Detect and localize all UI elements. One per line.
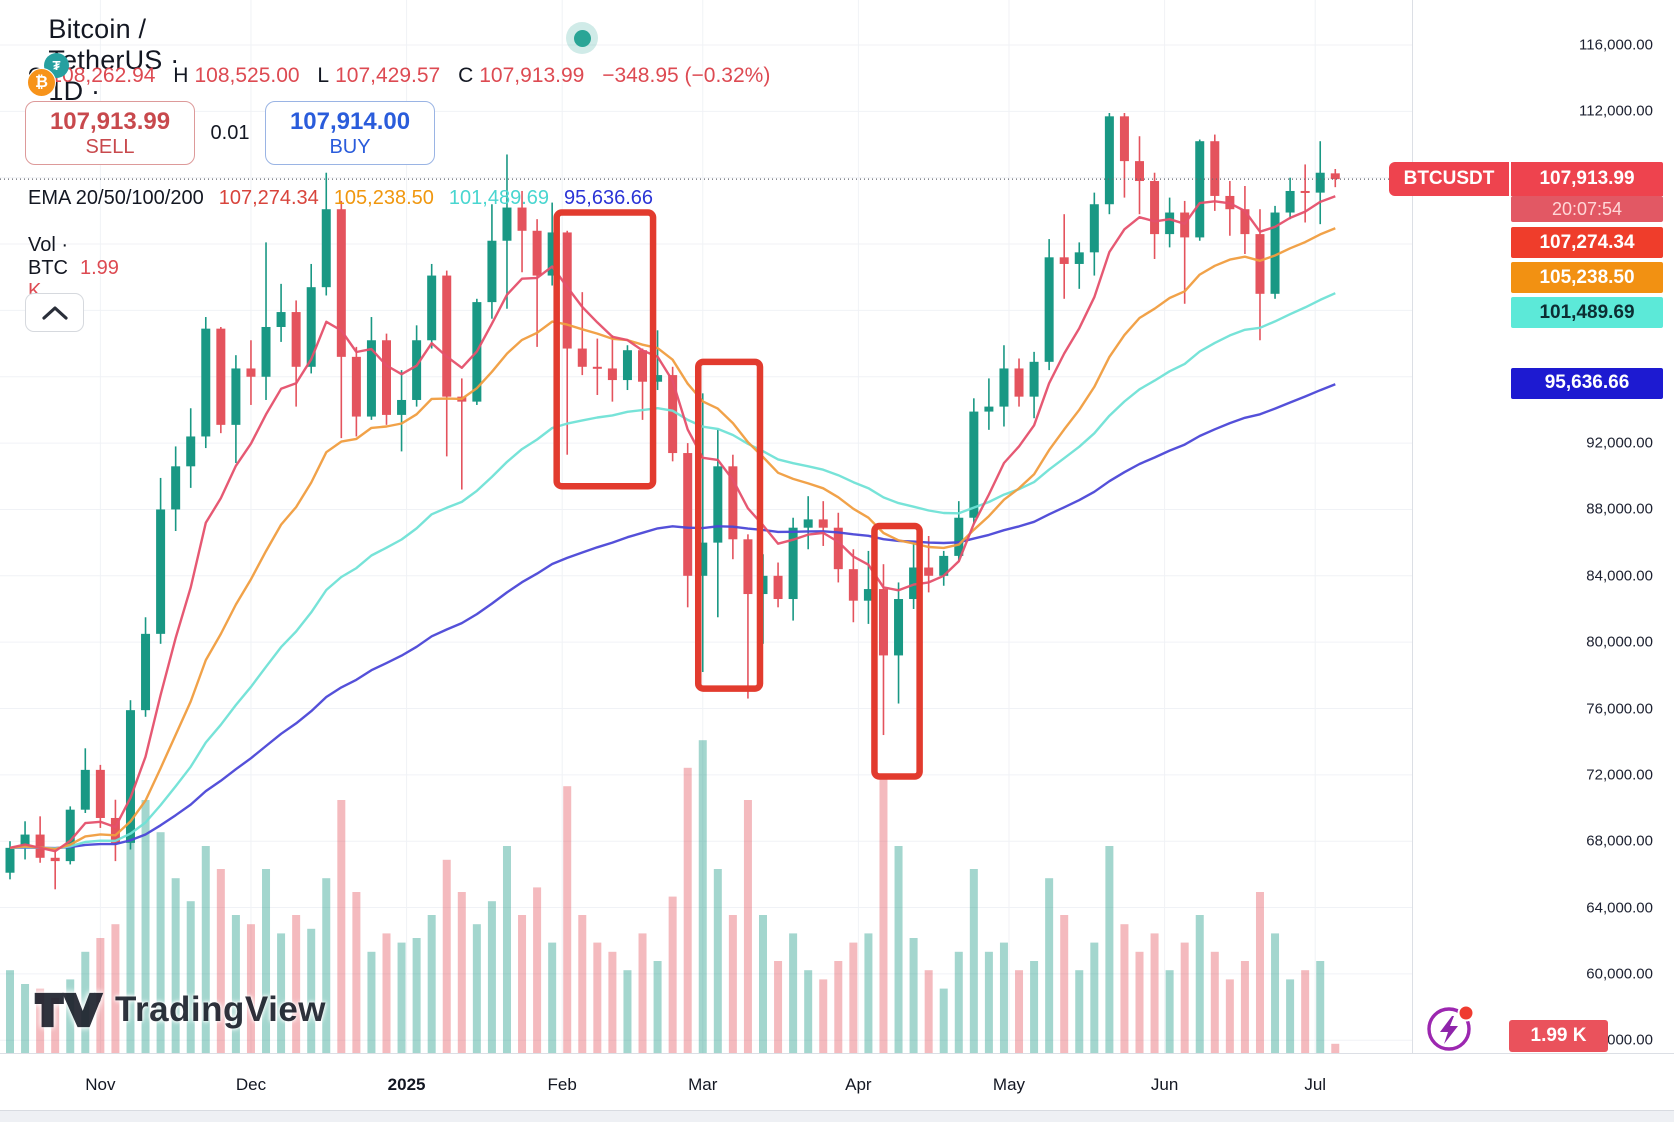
- price-scale[interactable]: 116,000.00112,000.00108,000.00104,000.00…: [1389, 0, 1674, 1053]
- volume-badge: 1.99 K: [1509, 1020, 1608, 1052]
- price-tick-label: 76,000.00: [1586, 700, 1653, 717]
- change-value: −348.95 (−0.32%): [602, 64, 771, 87]
- volume-bars: [6, 740, 1340, 1053]
- price-tick-label: 68,000.00: [1586, 832, 1653, 850]
- ema-20-line: [9, 195, 1336, 853]
- high-label: H 108,525.00: [173, 64, 300, 87]
- low-label: L 107,429.57: [317, 64, 441, 87]
- ema100-value: 101,489.69: [448, 187, 550, 209]
- price-tick-label: 64,000.00: [1586, 899, 1653, 917]
- time-tick-feb: Feb: [547, 1075, 577, 1094]
- time-tick-mar: Mar: [688, 1075, 718, 1094]
- price-tick-label: 116,000.00: [1579, 36, 1653, 54]
- candles: [5, 113, 1340, 890]
- buy-label: BUY: [329, 135, 371, 158]
- collapse-legend-button[interactable]: [25, 293, 84, 332]
- sell-button[interactable]: 107,913.99 SELL: [25, 101, 195, 165]
- price-tick-label: 80,000.00: [1586, 633, 1653, 651]
- ema-200-line: [9, 383, 1336, 850]
- time-tick-2025: 2025: [387, 1075, 426, 1094]
- time-tick-dec: Dec: [235, 1075, 267, 1094]
- price-tick-label: 60,000.00: [1586, 965, 1653, 983]
- lightning-bolt-icon[interactable]: [1426, 1003, 1476, 1053]
- tradingview-logo-icon: [34, 992, 104, 1028]
- time-tick-apr: Apr: [845, 1075, 872, 1094]
- ema50-value: 105,238.50: [333, 187, 434, 209]
- spread-value: 0.01: [210, 121, 250, 144]
- sell-label: SELL: [85, 135, 135, 158]
- btc-usdt-pair-icon: ₮ ₿: [26, 53, 69, 99]
- close-label: C 107,913.99: [458, 64, 585, 87]
- price-tick-label: 112,000.00: [1579, 102, 1653, 120]
- symbol-tag-badge: BTCUSDT: [1389, 162, 1509, 197]
- time-tick-jun: Jun: [1150, 1075, 1179, 1094]
- time-tick-may: May: [992, 1075, 1026, 1094]
- price-tick-label: 92,000.00: [1586, 434, 1653, 452]
- time-tick-jul: Jul: [1304, 1075, 1327, 1094]
- bitcoin-coin-icon: ₿: [27, 68, 56, 97]
- ema-legend-label: EMA 20/50/100/200: [28, 187, 204, 209]
- chevron-up-icon: [41, 305, 68, 320]
- window-bottom-strip: [0, 1110, 1674, 1122]
- low-value: 107,429.57: [335, 64, 441, 87]
- ema-indicator-legend[interactable]: EMA 20/50/100/200 107,274.34 105,238.50 101…: [28, 187, 668, 210]
- ema-price-badge: 95,636.66: [1511, 367, 1663, 399]
- price-tick-label: 72,000.00: [1586, 766, 1653, 784]
- sell-price: 107,913.99: [49, 107, 171, 135]
- ema-price-badge: 105,238.50: [1511, 262, 1663, 294]
- price-tick-label: 88,000.00: [1586, 500, 1653, 518]
- volume-legend-label: Vol · BTC: [28, 234, 69, 279]
- high-value: 108,525.00: [194, 64, 300, 87]
- ema-price-badge: 101,489.69: [1511, 297, 1663, 329]
- time-tick-nov: Nov: [85, 1075, 116, 1094]
- price-chart-svg: [0, 0, 1412, 1053]
- tradingview-watermark: TradingView: [33, 984, 326, 1036]
- open-value: 108,262.94: [50, 64, 156, 87]
- buy-button[interactable]: 107,914.00 BUY: [265, 101, 435, 165]
- ema-50-line: [9, 227, 1336, 851]
- last-price-badge: 107,913.99: [1511, 162, 1663, 197]
- tradingview-watermark-text: TradingView: [115, 990, 327, 1029]
- time-scale[interactable]: Nov Dec 2025 Feb Mar Apr May Jun Jul: [0, 1053, 1674, 1111]
- ema-price-badge: 107,274.34: [1511, 227, 1663, 259]
- ema20-value: 107,274.34: [218, 187, 319, 209]
- price-tick-label: 84,000.00: [1586, 567, 1653, 585]
- chart-canvas[interactable]: [0, 0, 1412, 1053]
- market-open-status-dot[interactable]: [566, 22, 598, 54]
- ema200-value: 95,636.66: [564, 187, 654, 209]
- buy-price: 107,914.00: [289, 107, 411, 135]
- trade-panel: 107,913.99 SELL 0.01 107,914.00 BUY: [25, 101, 435, 165]
- close-value: 107,913.99: [479, 64, 585, 87]
- ema-100-line: [9, 292, 1336, 850]
- bar-countdown-badge: 20:07:54: [1511, 196, 1663, 223]
